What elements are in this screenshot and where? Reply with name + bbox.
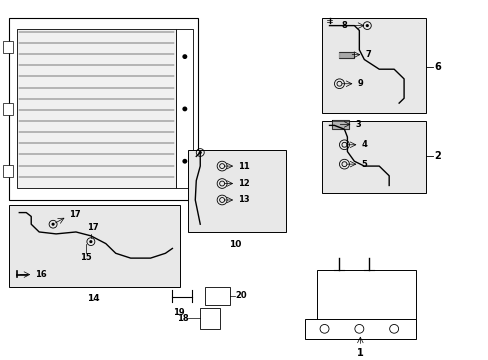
FancyBboxPatch shape	[3, 103, 13, 115]
Text: 4: 4	[361, 140, 366, 149]
Text: 11: 11	[238, 162, 249, 171]
FancyBboxPatch shape	[9, 18, 198, 200]
FancyBboxPatch shape	[316, 270, 415, 334]
Circle shape	[51, 222, 55, 226]
Text: 14: 14	[86, 294, 99, 303]
FancyBboxPatch shape	[3, 41, 13, 53]
Text: 3: 3	[355, 120, 360, 129]
FancyBboxPatch shape	[176, 30, 193, 188]
Text: 19: 19	[172, 307, 184, 316]
FancyBboxPatch shape	[321, 121, 425, 193]
Text: 17: 17	[69, 210, 81, 219]
Text: 10: 10	[228, 240, 241, 249]
FancyBboxPatch shape	[200, 307, 220, 329]
FancyBboxPatch shape	[3, 165, 13, 177]
Text: 12: 12	[238, 179, 249, 188]
Text: 1: 1	[356, 348, 363, 358]
FancyBboxPatch shape	[9, 205, 180, 287]
FancyBboxPatch shape	[321, 18, 425, 113]
Text: 9: 9	[357, 79, 363, 88]
Circle shape	[365, 24, 368, 27]
Text: 18: 18	[176, 314, 188, 323]
Text: 16: 16	[35, 270, 47, 279]
Text: 8: 8	[341, 21, 346, 30]
Polygon shape	[331, 120, 349, 129]
Polygon shape	[339, 52, 354, 58]
Text: 7: 7	[365, 50, 370, 59]
Text: 17: 17	[87, 223, 99, 232]
FancyBboxPatch shape	[188, 150, 285, 232]
Circle shape	[89, 240, 92, 243]
FancyBboxPatch shape	[17, 30, 176, 188]
Text: 5: 5	[361, 159, 366, 168]
Circle shape	[198, 151, 202, 154]
Text: 6: 6	[433, 62, 440, 72]
Circle shape	[182, 107, 187, 111]
FancyBboxPatch shape	[205, 287, 230, 305]
FancyBboxPatch shape	[304, 319, 415, 338]
Text: 2: 2	[433, 152, 440, 161]
Text: 20: 20	[235, 291, 246, 300]
Circle shape	[182, 159, 187, 164]
Circle shape	[182, 54, 187, 59]
Text: 15: 15	[80, 253, 92, 262]
Text: 13: 13	[238, 195, 249, 204]
